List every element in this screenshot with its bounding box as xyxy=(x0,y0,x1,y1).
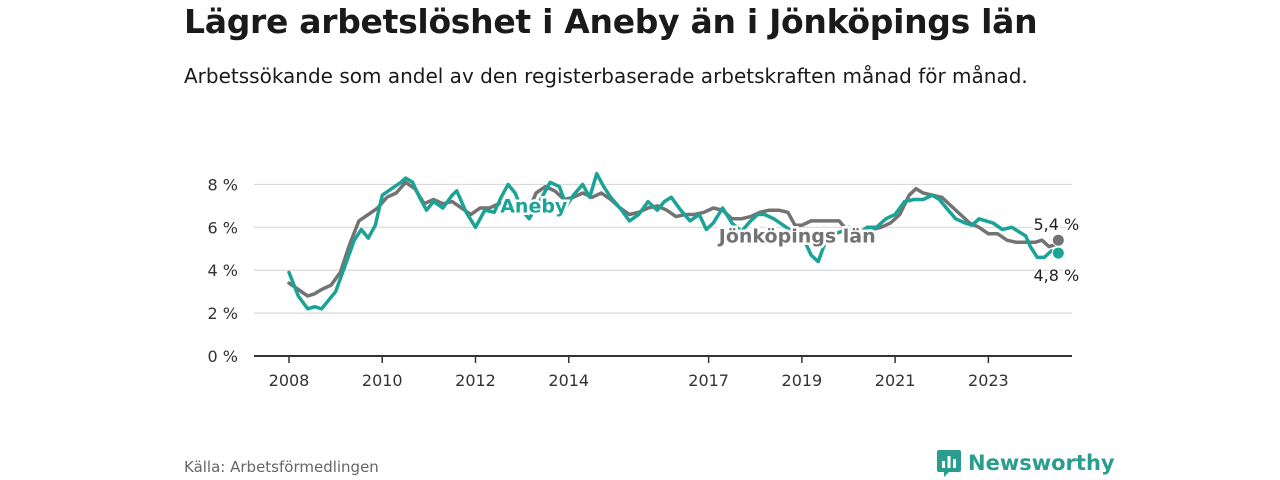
chart-title: Lägre arbetslöshet i Aneby än i Jönköpin… xyxy=(184,2,1038,41)
end-marker-aneby xyxy=(1051,246,1065,260)
bar-chart-icon xyxy=(937,450,961,477)
series-label-aneby: Aneby xyxy=(500,195,568,217)
end-label-aneby: 4,8 % xyxy=(1033,266,1079,285)
x-tick-label: 2012 xyxy=(455,371,496,390)
brand-logo[interactable]: Newsworthy xyxy=(936,448,1115,478)
x-tick-label: 2008 xyxy=(269,371,310,390)
series-line-aneby xyxy=(287,171,1061,311)
line-chart: 0 % 2 % 4 % 6 % 8 % 2008 2010 2012 2014 2017 2019… xyxy=(208,171,1081,390)
x-tick-label: 2023 xyxy=(968,371,1009,390)
end-marker-lan xyxy=(1051,233,1065,247)
x-tick-label: 2010 xyxy=(362,371,403,390)
y-tick-label: 4 % xyxy=(208,261,238,280)
end-label-lan: 5,4 % xyxy=(1033,215,1079,234)
series-label-lan: Jönköpings län xyxy=(717,225,876,247)
series-lines xyxy=(287,171,1061,311)
y-tick-label: 2 % xyxy=(208,304,238,323)
x-axis: 2008 2010 2012 2014 2017 2019 2021 2023 xyxy=(254,355,1072,390)
x-tick-label: 2021 xyxy=(875,371,916,390)
x-tick-label: 2014 xyxy=(548,371,589,390)
end-markers: 4,8 % 5,4 % xyxy=(1031,213,1081,287)
y-tick-label: 8 % xyxy=(208,175,238,194)
y-axis: 0 % 2 % 4 % 6 % 8 % xyxy=(208,175,238,366)
source-note: Källa: Arbetsförmedlingen xyxy=(184,458,379,476)
chart-subtitle: Arbetssökande som andel av den registerb… xyxy=(184,64,1028,88)
gridlines xyxy=(254,183,1072,314)
series-labels: Aneby Jönköpings län xyxy=(498,193,878,250)
x-tick-label: 2019 xyxy=(782,371,823,390)
x-tick-label: 2017 xyxy=(688,371,729,390)
y-tick-label: 6 % xyxy=(208,218,238,237)
brand-name: Newsworthy xyxy=(968,451,1115,475)
y-tick-label: 0 % xyxy=(208,347,238,366)
